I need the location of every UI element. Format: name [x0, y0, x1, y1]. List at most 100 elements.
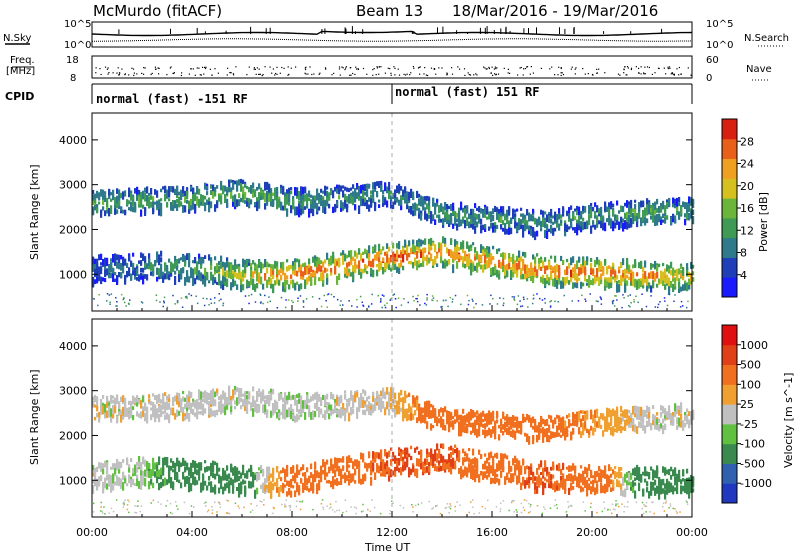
data-cell — [498, 270, 501, 274]
data-cell — [280, 187, 283, 192]
data-cell — [546, 275, 549, 281]
data-cell — [180, 201, 183, 207]
data-cell — [334, 203, 337, 213]
data-cell — [406, 204, 409, 210]
data-cell — [96, 481, 99, 488]
data-cell — [412, 401, 415, 407]
data-cell — [552, 221, 555, 225]
data-cell — [312, 487, 315, 494]
data-cell — [216, 409, 219, 416]
data-cell — [592, 278, 595, 286]
data-cell — [232, 396, 235, 401]
data-cell — [198, 258, 201, 265]
freq-dot — [279, 72, 281, 74]
freq-dot — [344, 69, 346, 71]
data-cell — [474, 253, 477, 257]
data-cell — [218, 273, 221, 278]
data-cell — [526, 298, 529, 300]
data-cell — [370, 409, 373, 416]
data-cell — [212, 472, 215, 479]
data-cell — [256, 186, 259, 191]
data-cell — [422, 196, 425, 204]
data-cell — [490, 253, 493, 257]
freq-dot — [435, 73, 437, 75]
data-cell — [358, 260, 361, 269]
freq-dot — [362, 67, 365, 70]
data-cell — [686, 282, 689, 291]
data-cell — [666, 274, 669, 281]
data-cell — [284, 474, 287, 482]
data-cell — [316, 261, 319, 268]
data-cell — [576, 419, 579, 424]
data-cell — [124, 405, 127, 412]
data-cell — [364, 191, 367, 196]
data-cell — [648, 417, 651, 427]
data-cell — [232, 467, 235, 475]
freq-dot — [446, 73, 448, 75]
data-cell — [442, 218, 445, 226]
data-cell — [582, 264, 585, 274]
data-cell — [260, 276, 263, 282]
data-cell — [449, 296, 451, 299]
data-cell — [450, 421, 453, 428]
data-cell — [322, 394, 325, 400]
data-cell — [452, 258, 455, 263]
data-cell — [160, 250, 163, 257]
data-cell — [192, 201, 195, 210]
data-cell — [304, 206, 307, 210]
data-cell — [396, 465, 399, 470]
data-cell — [136, 268, 139, 275]
data-cell — [246, 470, 249, 479]
data-cell — [376, 398, 379, 404]
data-cell — [146, 470, 149, 478]
data-cell — [474, 225, 477, 234]
data-cell — [198, 188, 201, 195]
freq-dot — [203, 73, 205, 75]
data-cell — [312, 256, 315, 263]
data-cell — [106, 197, 109, 203]
data-cell — [148, 266, 151, 270]
data-cell — [292, 414, 295, 420]
data-cell — [288, 407, 291, 412]
data-cell — [652, 405, 655, 410]
data-cell — [576, 273, 579, 279]
nsearch-trace — [92, 38, 693, 42]
data-cell — [428, 198, 431, 206]
data-cell — [282, 467, 285, 473]
data-cell — [324, 474, 327, 480]
data-cell — [328, 413, 331, 420]
data-cell — [390, 447, 393, 451]
data-cell — [333, 296, 335, 298]
data-cell — [610, 266, 613, 270]
data-cell — [104, 278, 107, 283]
data-cell — [644, 207, 647, 212]
data-cell — [260, 280, 263, 285]
data-cell — [272, 201, 275, 206]
nsearch-label: N.Search — [744, 33, 789, 44]
freq-dot — [338, 68, 341, 70]
data-cell — [550, 218, 553, 224]
data-cell — [244, 200, 247, 204]
data-cell — [232, 485, 235, 494]
data-cell — [332, 255, 335, 264]
data-cell — [350, 407, 353, 416]
data-cell — [140, 462, 143, 471]
data-cell — [296, 206, 299, 216]
data-cell — [476, 410, 479, 415]
data-cell — [446, 410, 449, 414]
data-cell — [676, 276, 679, 281]
data-cell — [92, 256, 95, 265]
data-cell — [686, 202, 689, 206]
data-cell — [208, 392, 211, 401]
data-cell — [214, 297, 216, 299]
data-cell — [516, 303, 519, 306]
freq-dot — [596, 72, 598, 74]
data-cell — [323, 294, 325, 297]
data-cell — [258, 260, 261, 267]
data-cell — [140, 275, 143, 280]
freq-dot — [305, 68, 307, 71]
data-cell — [629, 294, 631, 296]
data-cell — [648, 282, 651, 289]
data-cell — [582, 207, 585, 211]
data-cell — [450, 240, 453, 245]
